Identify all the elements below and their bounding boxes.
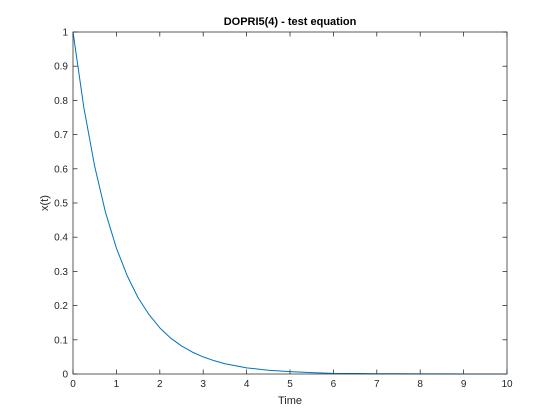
y-tick-label: 0.2 [54,301,68,312]
x-tick-label: 4 [244,379,250,390]
axes-background [73,32,507,374]
x-tick-label: 6 [331,379,337,390]
x-tick-label: 10 [501,379,513,390]
x-tick-label: 3 [200,379,206,390]
chart-title: DOPRI5(4) - test equation [224,16,357,28]
x-tick-label: 9 [461,379,467,390]
y-tick-label: 1 [62,28,68,39]
y-tick-label: 0 [62,370,68,381]
x-tick-label: 8 [417,379,423,390]
y-tick-label: 0.1 [54,335,68,346]
x-axis-label: Time [278,395,302,407]
y-tick-label: 0.5 [54,199,68,210]
y-tick-label: 0.4 [54,233,68,244]
y-tick-label: 0.6 [54,164,68,175]
y-tick-label: 0.3 [54,267,68,278]
x-tick-label: 2 [157,379,163,390]
x-tick-label: 1 [114,379,120,390]
x-tick-label: 7 [374,379,380,390]
x-tick-label: 5 [287,379,293,390]
y-tick-label: 0.9 [54,62,68,73]
y-axis-label: x(t) [39,195,51,211]
y-tick-label: 0.7 [54,130,68,141]
y-tick-label: 0.8 [54,96,68,107]
x-tick-label: 0 [70,379,76,390]
